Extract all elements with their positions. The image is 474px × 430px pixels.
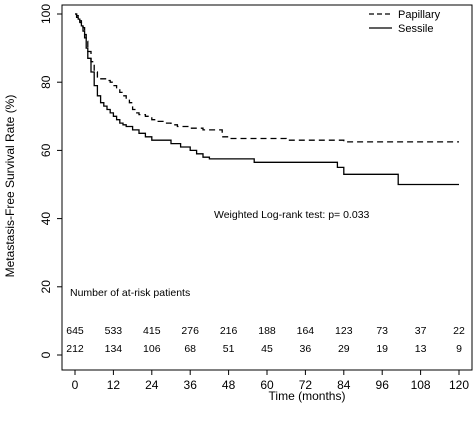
risk-value-row2-t108: 13 — [415, 343, 427, 355]
y-tick-label-20: 20 — [39, 280, 53, 294]
risk-table: 645 533 415 276 216 188 164 123 73 37 22 212 134 106 6… — [66, 325, 465, 355]
y-tick-label-0: 0 — [39, 351, 53, 358]
y-tick-label-60: 60 — [39, 143, 53, 157]
survival-curves — [75, 13, 459, 186]
risk-value-row2-t0: 212 — [66, 343, 84, 355]
risk-value-row1-t84: 123 — [335, 325, 353, 337]
risk-value-row2-t120: 9 — [456, 343, 462, 355]
risk-value-row2-t84: 29 — [338, 343, 350, 355]
risk-value-row1-t36: 276 — [181, 325, 199, 337]
legend: Papillary Sessile — [369, 9, 441, 35]
x-tick-label-12: 12 — [107, 378, 121, 392]
y-tick-label-40: 40 — [39, 212, 53, 226]
plot-border — [61, 4, 473, 371]
x-tick-label-120: 120 — [449, 378, 469, 392]
risk-value-row1-t72: 164 — [297, 325, 315, 337]
x-tick-label-48: 48 — [222, 378, 236, 392]
x-axis: 0 12 24 36 48 60 72 84 96 108 120 — [72, 370, 469, 392]
risk-value-row2-t12: 134 — [105, 343, 123, 355]
risk-value-row1-t0: 645 — [66, 325, 84, 337]
risk-value-row2-t48: 51 — [223, 343, 235, 355]
risk-table-title: Number of at-risk patients — [70, 287, 190, 299]
risk-value-row1-t96: 73 — [376, 325, 388, 337]
x-axis-title: Time (months) — [269, 389, 346, 403]
y-tick-label-80: 80 — [39, 75, 53, 89]
plot-frame — [61, 4, 473, 371]
x-tick-label-84: 84 — [337, 378, 351, 392]
y-axis-title: Metastasis-Free Survival Rate (%) — [3, 95, 17, 278]
risk-value-row1-t24: 415 — [143, 325, 161, 337]
risk-value-row1-t48: 216 — [220, 325, 238, 337]
risk-value-row1-t12: 533 — [105, 325, 123, 337]
risk-value-row2-t72: 36 — [300, 343, 312, 355]
risk-value-row2-t60: 45 — [261, 343, 273, 355]
risk-value-row2-t96: 19 — [376, 343, 388, 355]
risk-value-row2-t24: 106 — [143, 343, 161, 355]
risk-value-row1-t120: 22 — [453, 325, 465, 337]
risk-value-row1-t108: 37 — [415, 325, 427, 337]
risk-value-row1-t60: 188 — [258, 325, 276, 337]
legend-label-papillary: Papillary — [398, 9, 441, 21]
series-line-sessile — [75, 13, 459, 186]
x-tick-label-72: 72 — [299, 378, 313, 392]
x-tick-label-108: 108 — [411, 378, 431, 392]
y-axis: 0 20 40 60 80 100 — [39, 4, 62, 358]
x-tick-label-96: 96 — [376, 378, 390, 392]
x-tick-label-60: 60 — [260, 378, 274, 392]
x-tick-label-0: 0 — [72, 378, 79, 392]
x-tick-label-24: 24 — [145, 378, 159, 392]
x-tick-label-36: 36 — [184, 378, 198, 392]
legend-label-sessile: Sessile — [398, 23, 433, 35]
risk-value-row2-t36: 68 — [184, 343, 196, 355]
log-rank-annotation: Weighted Log-rank test: p= 0.033 — [214, 209, 370, 221]
y-tick-label-100: 100 — [39, 4, 53, 24]
